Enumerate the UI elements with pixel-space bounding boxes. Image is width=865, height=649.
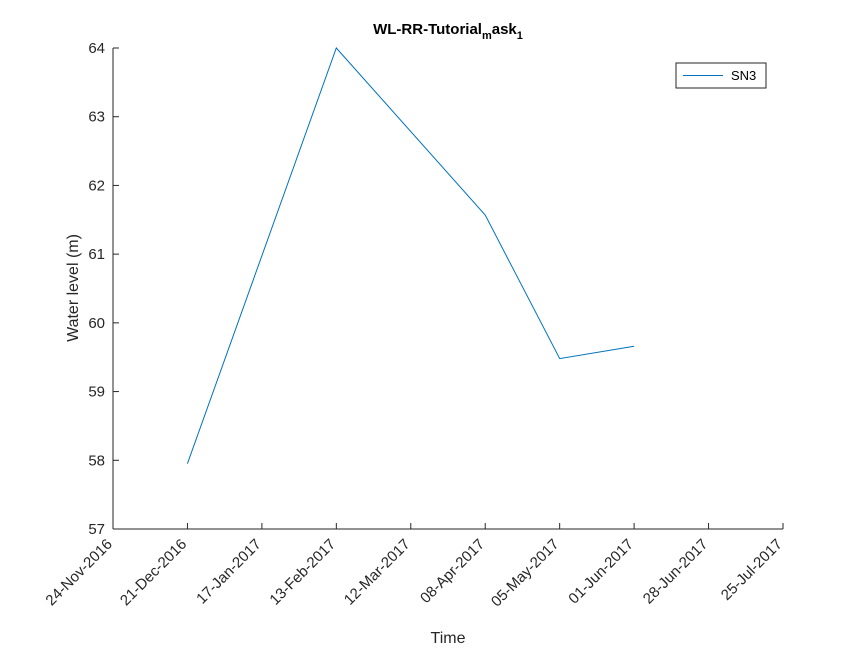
x-tick-label: 13-Feb-2017: [266, 536, 339, 609]
y-tick-label: 59: [88, 384, 105, 401]
y-tick-label: 63: [88, 109, 105, 126]
x-tick-label: 05-May-2017: [488, 536, 563, 611]
title-middle: ask: [492, 21, 518, 38]
x-axis-label: Time: [431, 630, 466, 647]
chart-title: WL-RR-Tutorialmask1: [373, 21, 523, 42]
series-line-sn3: [186, 47, 635, 464]
title-main: WL-RR-Tutorial: [373, 21, 482, 38]
tick-group: 24-Nov-2016 21-Dec-2016 17-Jan-2017 13-Feb-…: [42, 40, 785, 610]
y-tick-label: 62: [88, 177, 105, 194]
legend: SN3: [675, 62, 767, 89]
y-tick-label: 64: [88, 40, 105, 57]
y-tick-label: 57: [88, 521, 105, 538]
x-tick-label: 12-Mar-2017: [341, 536, 414, 609]
series-group: [186, 47, 635, 464]
x-tick-label: 21-Dec-2016: [117, 536, 190, 609]
y-axis-label: Water level (m): [65, 234, 82, 342]
x-tick-label: 25-Jul-2017: [718, 536, 786, 604]
y-tick-label: 60: [88, 315, 105, 332]
title-subscript-2: 1: [517, 30, 523, 42]
x-tick-label: 28-Jun-2017: [640, 536, 712, 608]
x-tick-label: 08-Apr-2017: [417, 536, 488, 607]
y-tick-label: 58: [88, 452, 105, 469]
x-tick-label: 17-Jan-2017: [193, 536, 265, 608]
legend-label-sn3: SN3: [731, 68, 756, 83]
x-tick-label: 24-Nov-2016: [42, 536, 115, 609]
x-tick-label: 01-Jun-2017: [565, 536, 637, 608]
y-tick-label: 61: [88, 246, 105, 263]
axes: [112, 48, 783, 530]
title-subscript-1: m: [482, 30, 492, 42]
